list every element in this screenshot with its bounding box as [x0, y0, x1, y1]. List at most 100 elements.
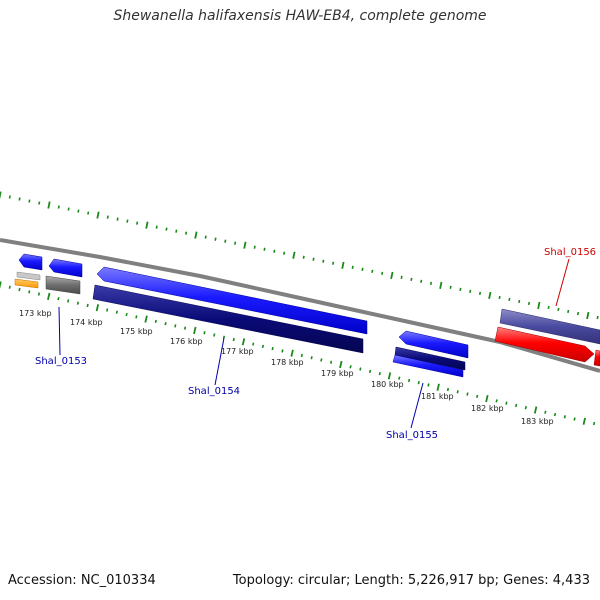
minor-tick	[125, 312, 128, 317]
minor-tick	[281, 349, 284, 353]
minor-tick	[322, 259, 325, 263]
kbp-label: 173 kbp	[19, 309, 52, 318]
minor-tick	[8, 285, 11, 289]
minor-tick	[495, 399, 498, 403]
minor-tick	[547, 305, 550, 310]
minor-tick	[224, 239, 227, 243]
forward-strand	[18, 253, 600, 367]
minor-tick	[446, 387, 450, 392]
minor-tick	[302, 255, 305, 259]
gene-label-shal-0153[interactable]: Shal_0153	[35, 356, 87, 367]
kbp-labels: 173 kbp 174 kbp 175 kbp 176 kbp 177 kbp …	[19, 309, 554, 426]
minor-tick	[505, 401, 508, 405]
minor-tick	[563, 415, 566, 419]
accession-text: Accession: NC_010334	[8, 573, 156, 588]
major-tick	[586, 311, 590, 320]
minor-tick	[106, 308, 109, 312]
kbp-label: 183 kbp	[521, 417, 554, 426]
kbp-label: 176 kbp	[170, 337, 203, 346]
gene-label-shal-0156[interactable]: Shal_0156	[544, 247, 596, 258]
minor-tick	[261, 344, 265, 348]
genome-summary-text: Topology: circular; Length: 5,226,917 bp…	[232, 573, 590, 588]
minor-tick	[456, 390, 459, 394]
minor-tick	[466, 392, 469, 396]
minor-tick	[420, 279, 423, 283]
gene-labels: Shal_0153 Shal_0154 Shal_0155 Shal_0156	[35, 247, 596, 441]
minor-tick	[28, 199, 31, 203]
gene-arrow[interactable]	[398, 330, 469, 359]
major-tick	[387, 372, 392, 380]
major-tick	[436, 383, 440, 391]
minor-tick	[213, 333, 216, 337]
minor-tick	[398, 376, 401, 380]
minor-tick	[576, 311, 580, 316]
gene-arrow[interactable]	[18, 253, 43, 271]
feature-block[interactable]	[92, 284, 364, 354]
minor-tick	[67, 207, 70, 211]
minor-tick	[183, 326, 187, 330]
minor-tick	[76, 301, 79, 305]
minor-tick	[320, 358, 323, 362]
minor-tick	[185, 231, 188, 235]
minor-tick	[518, 299, 521, 304]
minor-tick	[359, 367, 362, 371]
kbp-label: 180 kbp	[371, 380, 404, 389]
minor-tick	[524, 406, 527, 410]
kbp-label: 182 kbp	[471, 404, 504, 413]
feature-block[interactable]	[45, 275, 81, 295]
minor-tick	[18, 287, 21, 292]
kbp-label: 179 kbp	[321, 369, 354, 378]
major-tick	[485, 394, 489, 403]
gene-label-shal-0154[interactable]: Shal_0154	[188, 386, 240, 397]
major-tick	[537, 301, 541, 310]
major-tick	[96, 211, 100, 219]
feature-block[interactable]	[392, 354, 464, 378]
major-tick	[95, 304, 100, 312]
minor-tick	[400, 275, 403, 279]
minor-tick	[57, 297, 60, 301]
minor-tick	[106, 215, 109, 219]
major-tick	[533, 406, 538, 414]
minor-tick	[567, 309, 570, 314]
minor-tick	[87, 211, 90, 215]
gene-arrow[interactable]	[499, 308, 600, 345]
major-tick	[47, 292, 51, 301]
minor-tick	[378, 372, 381, 376]
minor-tick	[57, 205, 60, 209]
kbp-label: 178 kbp	[271, 358, 304, 367]
major-tick	[145, 221, 149, 229]
feature-lane	[14, 271, 466, 378]
minor-tick	[476, 394, 479, 398]
gene-label-shal-0155[interactable]: Shal_0155	[386, 430, 438, 441]
minor-tick	[154, 319, 157, 323]
feature-block[interactable]	[16, 271, 41, 281]
minor-tick	[361, 267, 364, 271]
gene-arrow[interactable]	[593, 349, 600, 367]
label-leader	[58, 306, 61, 356]
label-leader	[555, 258, 570, 307]
major-tick	[193, 326, 197, 335]
minor-tick	[351, 265, 354, 269]
minor-tick	[28, 290, 31, 294]
major-tick	[243, 241, 247, 249]
minor-tick	[67, 299, 70, 303]
genome-backbone	[0, 238, 600, 373]
major-tick	[488, 291, 492, 299]
minor-tick	[271, 347, 274, 351]
label-leader	[214, 337, 225, 386]
feature-block[interactable]	[14, 278, 39, 289]
minor-tick	[37, 292, 41, 296]
minor-tick	[263, 247, 266, 251]
inner-tick-track	[0, 281, 596, 426]
minor-tick	[164, 322, 167, 326]
gene-arrow[interactable]	[48, 258, 83, 278]
minor-tick	[427, 383, 430, 387]
feature-block[interactable]	[394, 346, 466, 371]
label-leader	[410, 382, 424, 429]
minor-tick	[273, 249, 276, 253]
minor-tick	[407, 378, 411, 383]
minor-tick	[557, 307, 560, 312]
gene-arrow[interactable]	[494, 326, 595, 363]
gene-arrow[interactable]	[96, 266, 368, 335]
major-tick	[290, 349, 294, 357]
